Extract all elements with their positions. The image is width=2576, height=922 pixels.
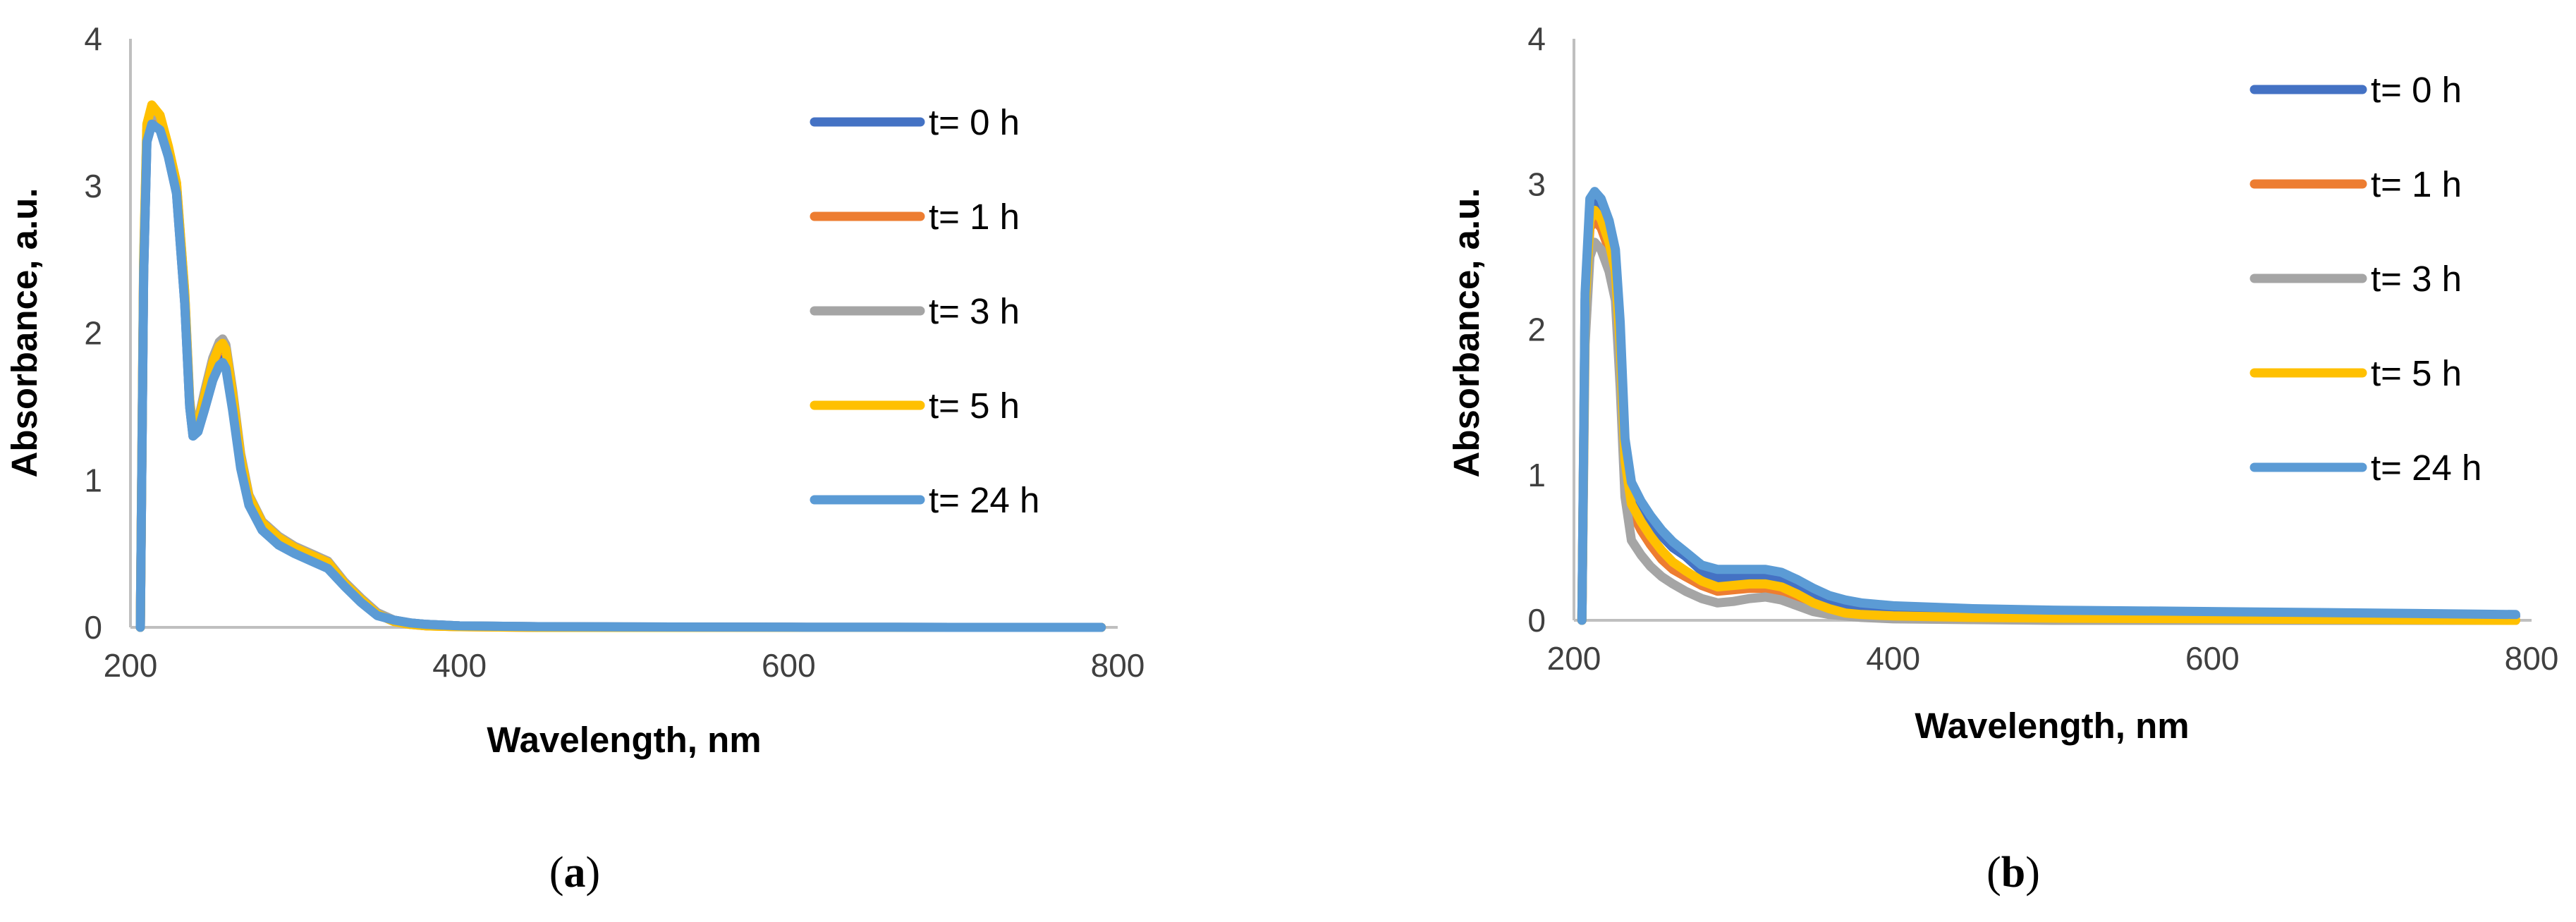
x-axis-title: Wavelength, nm [1915,706,2189,746]
y-tick-label: 0 [1527,602,1546,639]
y-tick-label: 4 [84,20,102,57]
caption-letter: a [564,849,586,897]
y-tick-label: 4 [1527,20,1546,57]
x-tick-label: 800 [1091,647,1145,684]
caption-close-paren: ) [586,849,601,897]
y-tick-label: 1 [84,462,102,498]
legend-label: t= 24 h [929,480,1039,520]
legend-label: t= 5 h [2371,353,2462,393]
x-axis-title: Wavelength, nm [487,720,761,760]
series-line-t-3-h [1577,238,2520,625]
y-axis-title: Absorbance, a.u. [1446,188,1487,478]
chart-panel-a: 0 1 2 3 4 200 400 600 800 Absorbance, a.u. Wavelen… [4,20,1144,897]
caption-close-paren: ) [2025,849,2040,897]
series-line-t-24-h [1577,187,2520,625]
legend-label: t= 3 h [2371,259,2462,299]
legend-label: t= 1 h [2371,164,2462,204]
y-tick-label: 3 [84,168,102,204]
y-tick-label: 2 [84,315,102,352]
caption-letter: b [2001,849,2025,897]
legend-label: t= 24 h [2371,448,2482,488]
legend-label: t= 0 h [2371,70,2462,110]
legend-label: t= 0 h [929,102,1020,142]
x-tick-label: 400 [432,647,487,684]
x-tick-label: 200 [1547,640,1601,677]
panel-caption: (a) [549,849,600,897]
series-line-t-5-h [1577,205,2520,625]
x-tick-label: 800 [2505,640,2559,677]
caption-open-paren: ( [1986,849,2001,897]
y-tick-label: 1 [1527,457,1546,493]
chart-panel-b: 0 1 2 3 4 200 400 600 800 Absorbance, a.u. Wavelen… [1446,20,2558,897]
series-line-t-24-h [135,119,1106,632]
y-tick-label: 2 [1527,312,1546,348]
caption-open-paren: ( [549,849,564,897]
x-tick-label: 600 [762,647,816,684]
legend-label: t= 5 h [929,386,1020,426]
y-axis-title: Absorbance, a.u. [4,188,44,478]
legend-label: t= 3 h [929,291,1020,331]
panel-caption: (b) [1986,849,2040,897]
x-tick-label: 200 [104,647,158,684]
legend-label: t= 1 h [929,197,1020,237]
x-tick-label: 400 [1866,640,1920,677]
y-tick-label: 3 [1527,166,1546,202]
x-tick-label: 600 [2185,640,2240,677]
y-tick-label: 0 [84,609,102,646]
